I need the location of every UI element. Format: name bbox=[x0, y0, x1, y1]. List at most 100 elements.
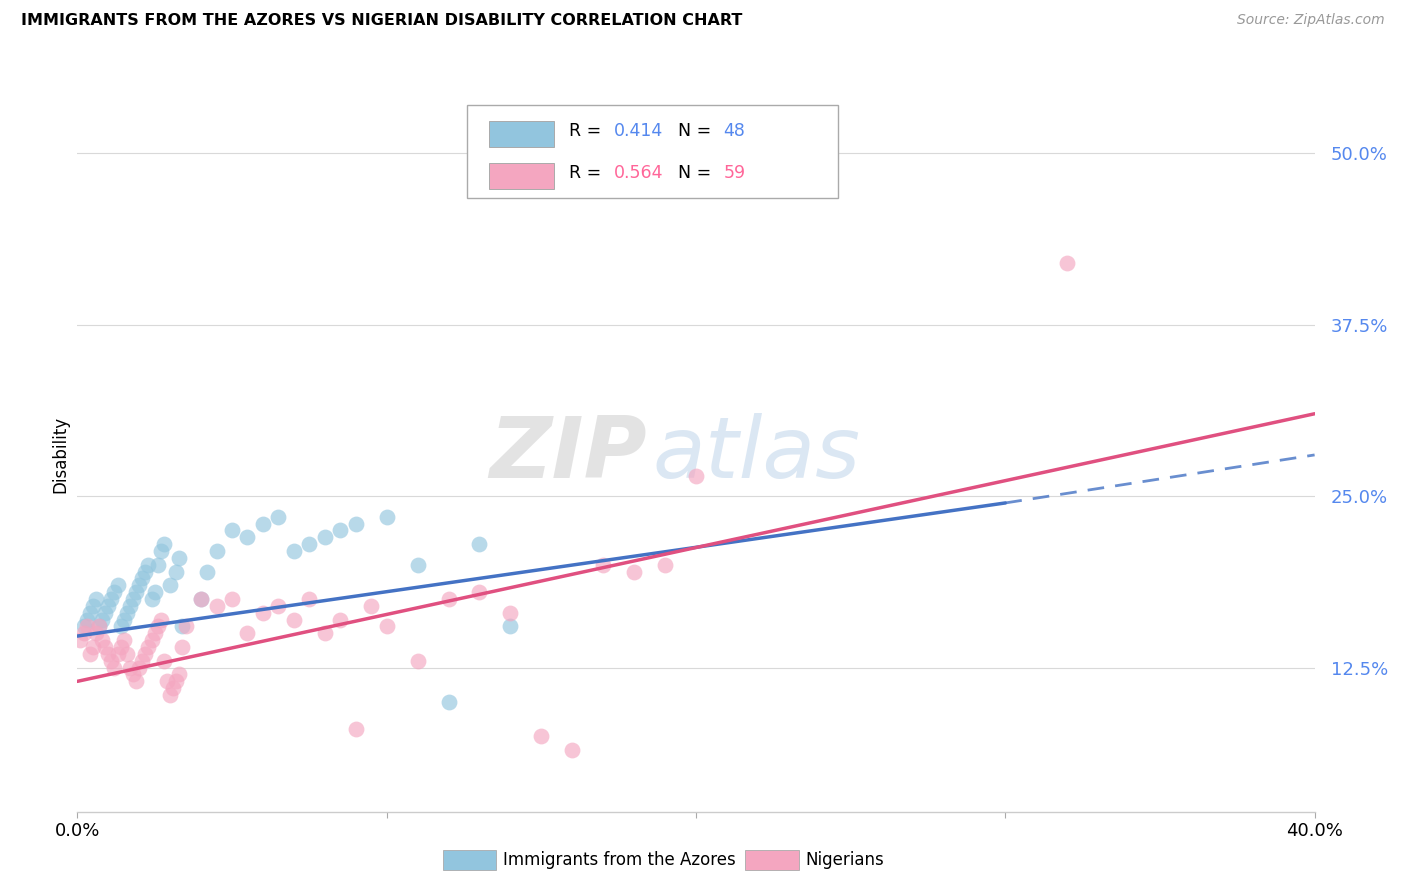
Point bbox=[165, 565, 187, 579]
Point bbox=[174, 619, 197, 633]
Point bbox=[141, 633, 163, 648]
Point bbox=[87, 619, 110, 633]
Point bbox=[283, 544, 305, 558]
Point bbox=[118, 660, 141, 674]
Text: Nigerians: Nigerians bbox=[806, 851, 884, 869]
Point bbox=[437, 592, 460, 607]
Text: 48: 48 bbox=[723, 122, 745, 140]
Point bbox=[100, 592, 122, 607]
Point bbox=[153, 537, 176, 551]
Point bbox=[84, 592, 107, 607]
Point bbox=[205, 599, 228, 613]
Point bbox=[94, 606, 117, 620]
Text: R =: R = bbox=[568, 164, 606, 182]
Point bbox=[146, 558, 169, 572]
Text: 59: 59 bbox=[723, 164, 745, 182]
Point bbox=[76, 619, 98, 633]
Point bbox=[623, 565, 645, 579]
Point bbox=[236, 530, 259, 544]
Point bbox=[195, 565, 218, 579]
Point bbox=[406, 558, 429, 572]
Point bbox=[149, 544, 172, 558]
Y-axis label: Disability: Disability bbox=[51, 417, 69, 493]
Point bbox=[128, 578, 150, 592]
Point bbox=[138, 640, 160, 654]
Point bbox=[375, 509, 398, 524]
Point bbox=[143, 585, 166, 599]
Point bbox=[283, 613, 305, 627]
Point bbox=[91, 613, 114, 627]
Point bbox=[298, 592, 321, 607]
Point bbox=[530, 729, 553, 743]
Point bbox=[153, 654, 176, 668]
Text: atlas: atlas bbox=[652, 413, 860, 497]
Point bbox=[437, 695, 460, 709]
Point bbox=[344, 516, 367, 531]
Point bbox=[267, 599, 290, 613]
Text: IMMIGRANTS FROM THE AZORES VS NIGERIAN DISABILITY CORRELATION CHART: IMMIGRANTS FROM THE AZORES VS NIGERIAN D… bbox=[21, 13, 742, 29]
Point bbox=[172, 619, 194, 633]
Point bbox=[360, 599, 382, 613]
Point bbox=[122, 667, 145, 681]
Text: Immigrants from the Azores: Immigrants from the Azores bbox=[503, 851, 737, 869]
Point bbox=[1056, 256, 1078, 270]
Point bbox=[205, 544, 228, 558]
Point bbox=[97, 647, 120, 661]
Point bbox=[252, 516, 274, 531]
Point bbox=[69, 633, 91, 648]
Point bbox=[87, 619, 110, 633]
Point bbox=[221, 592, 243, 607]
Point bbox=[72, 619, 94, 633]
Point bbox=[76, 613, 98, 627]
Point bbox=[329, 524, 352, 538]
Point bbox=[115, 647, 138, 661]
Point bbox=[82, 599, 104, 613]
Point bbox=[149, 613, 172, 627]
Point bbox=[314, 626, 336, 640]
Point bbox=[329, 613, 352, 627]
Point bbox=[112, 633, 135, 648]
Point bbox=[159, 578, 181, 592]
Point bbox=[84, 626, 107, 640]
Point bbox=[468, 585, 491, 599]
Point bbox=[79, 647, 101, 661]
Text: 0.564: 0.564 bbox=[613, 164, 664, 182]
Point bbox=[107, 647, 129, 661]
Point bbox=[110, 640, 132, 654]
Text: R =: R = bbox=[568, 122, 606, 140]
Point bbox=[165, 674, 187, 689]
Point bbox=[103, 660, 125, 674]
Point bbox=[146, 619, 169, 633]
Point bbox=[100, 654, 122, 668]
Point bbox=[138, 558, 160, 572]
Point bbox=[221, 524, 243, 538]
Point bbox=[172, 640, 194, 654]
Point bbox=[115, 606, 138, 620]
Text: N =: N = bbox=[678, 164, 717, 182]
Point bbox=[103, 585, 125, 599]
Point bbox=[131, 654, 153, 668]
Point bbox=[122, 592, 145, 607]
Point bbox=[94, 640, 117, 654]
Point bbox=[156, 674, 179, 689]
Point bbox=[190, 592, 212, 607]
Point bbox=[252, 606, 274, 620]
Point bbox=[162, 681, 184, 696]
Point bbox=[110, 619, 132, 633]
Point bbox=[654, 558, 676, 572]
Point bbox=[143, 626, 166, 640]
Point bbox=[141, 592, 163, 607]
Point bbox=[236, 626, 259, 640]
Point bbox=[298, 537, 321, 551]
Point bbox=[82, 640, 104, 654]
Text: ZIP: ZIP bbox=[489, 413, 647, 497]
Point bbox=[134, 565, 156, 579]
Point bbox=[72, 626, 94, 640]
Point bbox=[190, 592, 212, 607]
Text: Source: ZipAtlas.com: Source: ZipAtlas.com bbox=[1237, 13, 1385, 28]
Point bbox=[118, 599, 141, 613]
Point bbox=[79, 606, 101, 620]
Point bbox=[169, 667, 191, 681]
Point bbox=[561, 743, 583, 757]
Point bbox=[468, 537, 491, 551]
